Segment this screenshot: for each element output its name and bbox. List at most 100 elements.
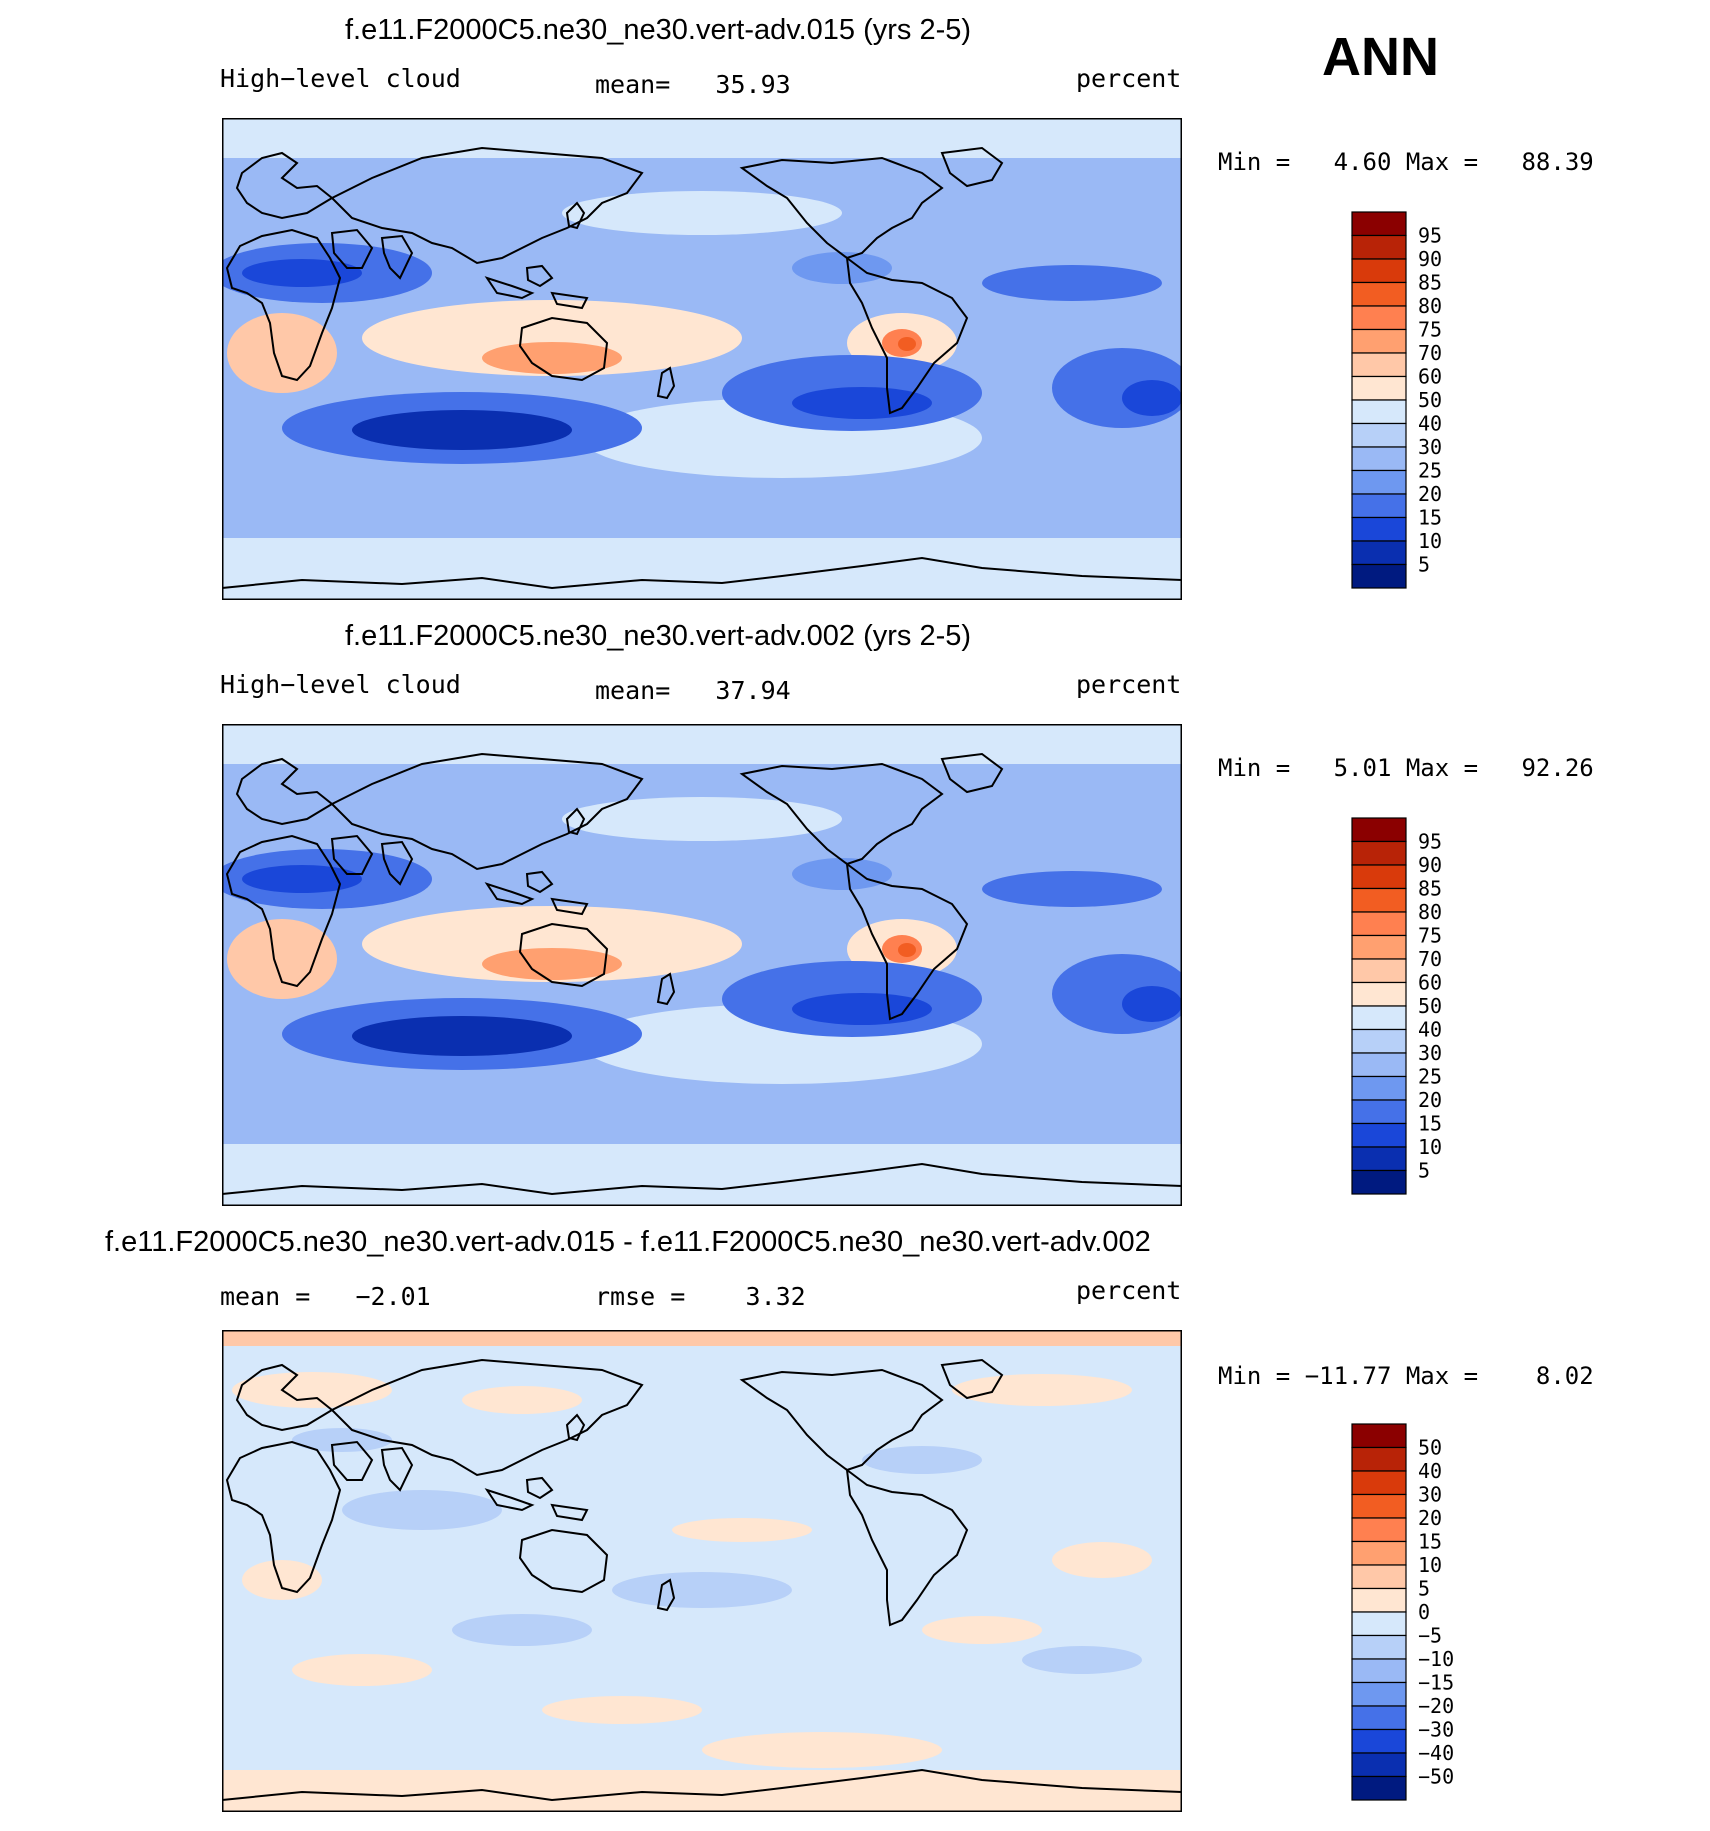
colorbar-swatch xyxy=(1351,1423,1407,1449)
colorbar-swatch xyxy=(1351,1681,1407,1707)
panel-difference: f.e11.F2000C5.ne30_ne30.vert-adv.015 - f… xyxy=(0,1212,1710,1812)
units-label: percent xyxy=(1076,64,1182,93)
colorbar-swatch xyxy=(1351,469,1407,495)
colorbar-swatch xyxy=(1351,211,1407,237)
colorbar-level-label: 70 xyxy=(1418,947,1442,971)
max-label: Max = xyxy=(1405,148,1479,176)
min-label: Min = xyxy=(1218,1362,1291,1390)
colorbar-level-label: 25 xyxy=(1418,1065,1442,1089)
colorbar-level-label: −10 xyxy=(1418,1647,1454,1671)
colorbar-swatch xyxy=(1351,1564,1407,1590)
colorbar-level-label: 25 xyxy=(1418,459,1442,483)
min-value: −11.77 xyxy=(1304,1362,1392,1390)
min-value: 4.60 xyxy=(1333,148,1392,176)
colorbar-level-label: 85 xyxy=(1418,271,1442,295)
colorbar-swatch xyxy=(1351,817,1407,843)
max-label: Max = xyxy=(1405,754,1479,782)
panel-model-015: f.e11.F2000C5.ne30_ne30.vert-adv.015 (yr… xyxy=(0,0,1710,600)
colorbar-swatch xyxy=(1351,1146,1407,1172)
colorbar-level-label: 40 xyxy=(1418,1018,1442,1042)
difference-map xyxy=(222,1330,1182,1812)
colorbar-level-label: 90 xyxy=(1418,853,1442,877)
colorbar-level-label: 50 xyxy=(1418,994,1442,1018)
colorbar-level-label: 40 xyxy=(1418,1459,1442,1483)
colorbar-level-label: 70 xyxy=(1418,341,1442,365)
colorbar-level-label: 0 xyxy=(1418,1600,1430,1624)
colorbar-level-label: 20 xyxy=(1418,1088,1442,1112)
colorbar-level-label: 15 xyxy=(1418,506,1442,530)
min-label: Min = xyxy=(1218,148,1291,176)
colorbar-swatch xyxy=(1351,305,1407,331)
season-label: ANN xyxy=(1322,27,1439,87)
field-label: High−level cloud xyxy=(220,670,461,699)
colorbar-level-label: 40 xyxy=(1418,412,1442,436)
colorbar-swatch xyxy=(1351,840,1407,866)
colorbar-level-label: 10 xyxy=(1418,529,1442,553)
min-label: Min = xyxy=(1218,754,1291,782)
colorbar-level-label: 90 xyxy=(1418,247,1442,271)
colorbar-level-label: −5 xyxy=(1418,1624,1442,1648)
units-label: percent xyxy=(1076,670,1182,699)
colorbar-swatch xyxy=(1351,1028,1407,1054)
colorbar-level-label: 80 xyxy=(1418,294,1442,318)
rmse-label: rmse = 3.32 xyxy=(595,1282,806,1311)
colorbar-swatch xyxy=(1351,563,1407,589)
max-value: 92.26 xyxy=(1521,754,1594,782)
colorbar-level-label: −20 xyxy=(1418,1694,1454,1718)
colorbar-swatch xyxy=(1351,1099,1407,1125)
colorbar-swatch xyxy=(1351,1752,1407,1778)
colorbar-swatch xyxy=(1351,258,1407,284)
colorbar-level-label: 30 xyxy=(1418,435,1442,459)
colorbar-level-label: 75 xyxy=(1418,924,1442,948)
cloud-map xyxy=(222,724,1182,1206)
units-label: percent xyxy=(1076,1276,1182,1305)
colorbar-swatch xyxy=(1351,1634,1407,1660)
min-value: 5.01 xyxy=(1333,754,1392,782)
colorbar-swatch xyxy=(1351,1446,1407,1472)
colorbar-level-label: −15 xyxy=(1418,1671,1454,1695)
colorbar-swatch xyxy=(1351,1540,1407,1566)
colorbar-swatch xyxy=(1351,328,1407,354)
max-value: 8.02 xyxy=(1535,1362,1594,1390)
colorbar-swatch xyxy=(1351,1517,1407,1543)
colorbar-swatch xyxy=(1351,958,1407,984)
colorbar-swatch xyxy=(1351,1775,1407,1801)
colorbar-level-label: −40 xyxy=(1418,1741,1454,1765)
colorbar-level-label: 10 xyxy=(1418,1135,1442,1159)
colorbar-swatch xyxy=(1351,864,1407,890)
colorbar-level-label: −50 xyxy=(1418,1765,1454,1789)
colorbar-level-label: 15 xyxy=(1418,1112,1442,1136)
colorbar-level-label: 5 xyxy=(1418,1159,1430,1183)
min-max-stats: Min = −11.77 Max = 8.02 xyxy=(1218,1362,1594,1390)
mean-label: mean = −2.01 xyxy=(220,1282,431,1311)
panel-title: f.e11.F2000C5.ne30_ne30.vert-adv.015 (yr… xyxy=(345,14,972,46)
colorbar-level-label: 20 xyxy=(1418,482,1442,506)
colorbar-level-label: 30 xyxy=(1418,1483,1442,1507)
max-value: 88.39 xyxy=(1521,148,1594,176)
colorbar-level-label: 50 xyxy=(1418,1436,1442,1460)
colorbar-level-label: 95 xyxy=(1418,830,1442,854)
colorbar-swatch xyxy=(1351,1587,1407,1613)
colorbar-swatch xyxy=(1351,1005,1407,1031)
colorbar-level-label: 5 xyxy=(1418,1577,1430,1601)
colorbar-swatch xyxy=(1351,234,1407,260)
panel-title: f.e11.F2000C5.ne30_ne30.vert-adv.015 - f… xyxy=(105,1226,1151,1258)
colorbar-swatch xyxy=(1351,540,1407,566)
colorbar-swatch xyxy=(1351,399,1407,425)
colorbar-level-label: 60 xyxy=(1418,365,1442,389)
colorbar-swatch xyxy=(1351,352,1407,378)
colorbar-swatch xyxy=(1351,887,1407,913)
max-label: Max = xyxy=(1405,1362,1479,1390)
colorbar-swatch xyxy=(1351,422,1407,448)
colorbar-swatch xyxy=(1351,446,1407,472)
colorbar-level-label: 30 xyxy=(1418,1041,1442,1065)
colorbar-level-label: 5 xyxy=(1418,553,1430,577)
colorbar-swatch xyxy=(1351,281,1407,307)
panel-title: f.e11.F2000C5.ne30_ne30.vert-adv.002 (yr… xyxy=(345,620,972,652)
cloud-map xyxy=(222,118,1182,600)
colorbar-level-label: 20 xyxy=(1418,1506,1442,1530)
colorbar-swatch xyxy=(1351,1611,1407,1637)
